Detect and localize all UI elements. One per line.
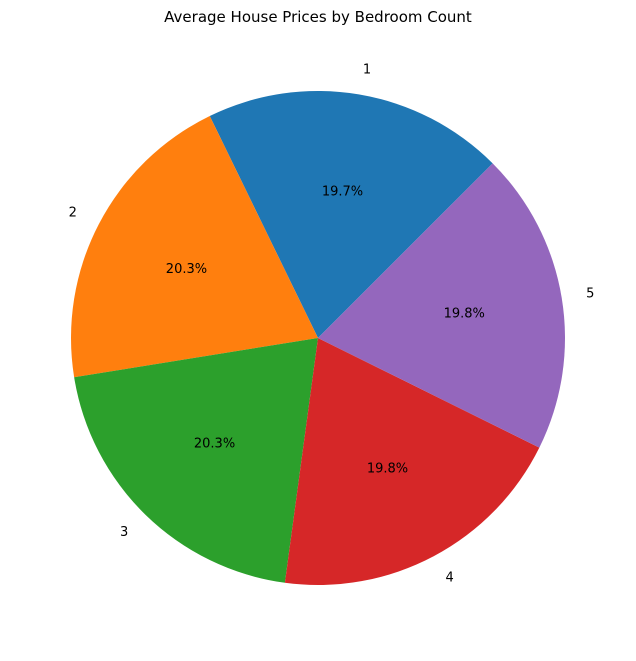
- pie-slice-4: [284, 338, 540, 585]
- percent-label-5: 19.8%: [444, 306, 485, 321]
- pie-labels: 1 19.7% 2 20.3% 3 20.3% 4 19.8% 5 19.8%: [69, 63, 595, 586]
- pie-slice-5: [318, 163, 566, 448]
- percent-label-3: 20.3%: [194, 437, 235, 452]
- slice-label-4: 4: [445, 570, 453, 585]
- percent-label-1: 19.7%: [322, 184, 363, 199]
- pie-slice-1: [209, 90, 493, 338]
- slice-label-1: 1: [363, 63, 371, 78]
- percent-label-4: 19.8%: [367, 461, 408, 476]
- percent-label-2: 20.3%: [166, 262, 207, 277]
- pie-slices: [71, 90, 566, 585]
- pie-slice-3: [74, 338, 318, 583]
- chart-title: Average House Prices by Bedroom Count: [164, 8, 472, 26]
- slice-label-5: 5: [586, 286, 594, 301]
- slice-label-2: 2: [69, 205, 77, 220]
- pie-slice-2: [71, 115, 318, 378]
- slice-label-3: 3: [120, 525, 128, 540]
